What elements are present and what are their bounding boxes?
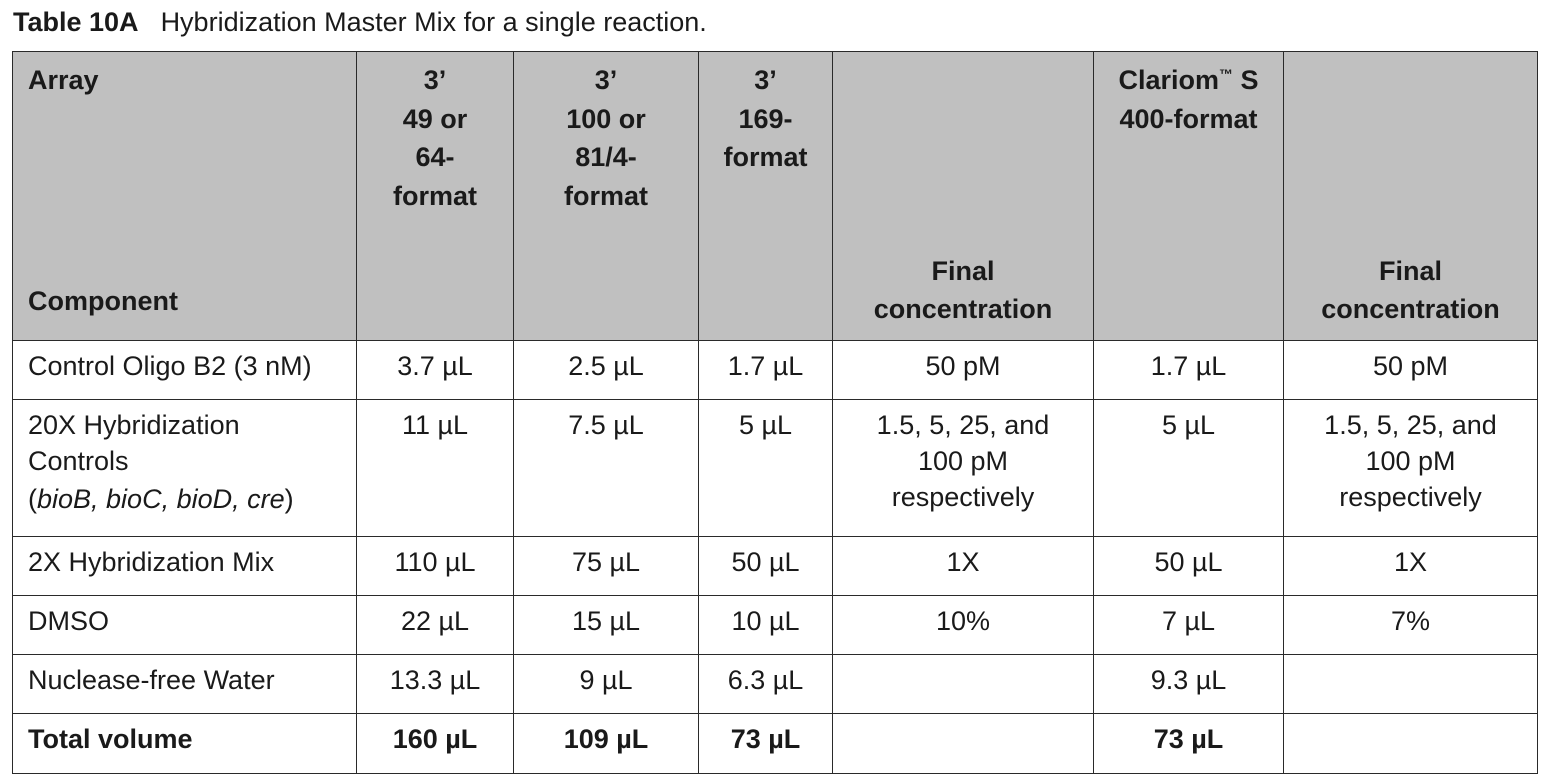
- final-text: respectively: [891, 482, 1035, 512]
- volume-cell: 73 µL: [1093, 713, 1284, 774]
- header-col-169-format: 3’ 169- format: [698, 51, 833, 341]
- table-row: DMSO 22 µL 15 µL 10 µL 10% 7 µL 7%: [12, 595, 1538, 655]
- header-clariom-s: Clariom™ S: [1094, 61, 1283, 100]
- final-concentration-cell: 1.5, 5, 25, and 100 pM respectively: [832, 399, 1094, 537]
- final-text: 100 pM: [1365, 446, 1456, 476]
- volume-cell: 7.5 µL: [513, 399, 699, 537]
- header-component-label: Component: [28, 286, 178, 316]
- paren: ): [284, 484, 294, 514]
- header-text: S: [1240, 65, 1259, 95]
- component-cell: 2X Hybridization Mix: [12, 536, 357, 596]
- table-header-row: Array Component 3’ 49 or 64- format 3’ 1…: [12, 51, 1538, 341]
- component-cell: 20X Hybridization Controls (bioB, bioC, …: [12, 399, 357, 537]
- header-final-concentration: Final concentration: [1284, 252, 1537, 328]
- final-concentration-cell: 50 pM: [1283, 340, 1538, 400]
- volume-cell: 10 µL: [698, 595, 833, 655]
- header-final-concentration: Final concentration: [833, 252, 1093, 328]
- volume-cell: 7 µL: [1093, 595, 1284, 655]
- header-text: format: [723, 142, 808, 172]
- header-text: 400-format: [1119, 103, 1258, 134]
- header-text: 81/4-: [575, 142, 637, 172]
- final-text: 1.5, 5, 25, and: [876, 410, 1050, 440]
- volume-cell: 109 µL: [513, 713, 699, 774]
- volume-cell: 50 µL: [698, 536, 833, 596]
- final-concentration-cell: [832, 654, 1094, 714]
- header-text: format: [392, 180, 477, 211]
- header-text: format: [563, 180, 648, 211]
- final-text: respectively: [1339, 482, 1482, 512]
- final-concentration-cell: [1283, 713, 1538, 774]
- final-text: 1.5, 5, 25, and: [1324, 410, 1497, 440]
- header-col-final-concentration-2: Final concentration: [1283, 51, 1538, 341]
- volume-cell: 1.7 µL: [698, 340, 833, 400]
- volume-cell: 9.3 µL: [1093, 654, 1284, 714]
- volume-cell: 2.5 µL: [513, 340, 699, 400]
- header-text: 3’: [754, 65, 777, 95]
- header-array-label: Array: [28, 65, 99, 95]
- header-text: 3’: [423, 65, 447, 95]
- final-text: 100 pM: [917, 446, 1009, 476]
- header-text: Final: [931, 256, 995, 286]
- total-row: Total volume 160 µL 109 µL 73 µL 73 µL: [12, 713, 1538, 774]
- final-concentration-cell: 50 pM: [832, 340, 1094, 400]
- component-text: Controls: [28, 446, 129, 476]
- header-text: 64-: [415, 142, 455, 172]
- table-row: Nuclease-free Water 13.3 µL 9 µL 6.3 µL …: [12, 654, 1538, 714]
- volume-cell: 9 µL: [513, 654, 699, 714]
- header-text: concentration: [873, 294, 1053, 324]
- header-text: 3’: [594, 65, 618, 95]
- volume-cell: 160 µL: [356, 713, 514, 774]
- volume-cell: 6.3 µL: [698, 654, 833, 714]
- header-text: 169-: [738, 103, 793, 134]
- table-row: Control Oligo B2 (3 nM) 3.7 µL 2.5 µL 1.…: [12, 340, 1538, 400]
- component-cell: Control Oligo B2 (3 nM): [12, 340, 357, 400]
- final-concentration-cell: [1283, 654, 1538, 714]
- volume-cell: 5 µL: [698, 399, 833, 537]
- table-row: 2X Hybridization Mix 110 µL 75 µL 50 µL …: [12, 536, 1538, 596]
- table-caption: Table 10A Hybridization Master Mix for a …: [13, 6, 707, 38]
- volume-cell: 11 µL: [356, 399, 514, 537]
- final-concentration-cell: 1X: [1283, 536, 1538, 596]
- final-concentration-cell: 1X: [832, 536, 1094, 596]
- component-subtext: (bioB, bioC, bioD, cre): [28, 481, 356, 517]
- table-row: 20X Hybridization Controls (bioB, bioC, …: [12, 399, 1538, 537]
- component-cell: Nuclease-free Water: [12, 654, 357, 714]
- table-number: Table 10A: [13, 7, 139, 37]
- header-text: 49 or: [402, 103, 468, 134]
- volume-cell: 22 µL: [356, 595, 514, 655]
- volume-cell: 3.7 µL: [356, 340, 514, 400]
- volume-cell: 73 µL: [698, 713, 833, 774]
- component-text: 20X Hybridization: [28, 410, 240, 440]
- final-concentration-cell: 10%: [832, 595, 1094, 655]
- volume-cell: 5 µL: [1093, 399, 1284, 537]
- component-cell: Total volume: [12, 713, 357, 774]
- control-genes: bioB, bioC, bioD, cre: [37, 484, 285, 514]
- volume-cell: 15 µL: [513, 595, 699, 655]
- hybridization-master-mix-table: Array Component 3’ 49 or 64- format 3’ 1…: [12, 51, 1538, 774]
- header-col-final-concentration: Final concentration: [832, 51, 1094, 341]
- header-col-clariom-s-400: Clariom™ S 400-format: [1093, 51, 1284, 341]
- header-text: Clariom: [1118, 65, 1219, 95]
- volume-cell: 110 µL: [356, 536, 514, 596]
- header-array-component: Array Component: [12, 51, 357, 341]
- component-cell: DMSO: [12, 595, 357, 655]
- final-concentration-cell: 1.5, 5, 25, and 100 pM respectively: [1283, 399, 1538, 537]
- volume-cell: 50 µL: [1093, 536, 1284, 596]
- header-text: Final: [1378, 256, 1442, 286]
- header-col-49-64-format: 3’ 49 or 64- format: [356, 51, 514, 341]
- final-concentration-cell: [832, 713, 1094, 774]
- volume-cell: 1.7 µL: [1093, 340, 1284, 400]
- table-title: Hybridization Master Mix for a single re…: [160, 7, 707, 37]
- paren: (: [28, 484, 37, 514]
- final-concentration-cell: 7%: [1283, 595, 1538, 655]
- header-col-100-81-format: 3’ 100 or 81/4- format: [513, 51, 699, 341]
- volume-cell: 75 µL: [513, 536, 699, 596]
- header-text: concentration: [1321, 294, 1500, 324]
- volume-cell: 13.3 µL: [356, 654, 514, 714]
- trademark-symbol: ™: [1219, 66, 1233, 82]
- header-text: 100 or: [566, 103, 646, 134]
